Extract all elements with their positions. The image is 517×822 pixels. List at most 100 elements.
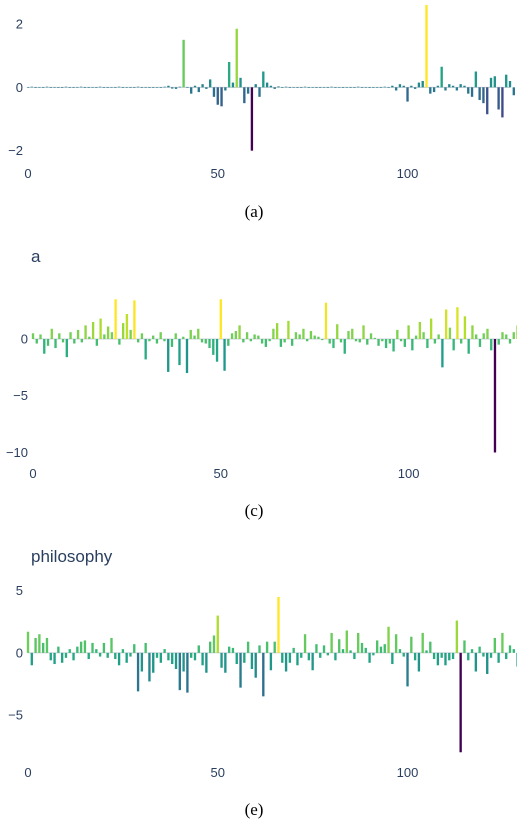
bar-40 bbox=[178, 86, 181, 88]
bar-113 bbox=[455, 620, 459, 653]
bar-98 bbox=[398, 649, 402, 653]
x-tick-label: 0 bbox=[29, 466, 36, 481]
bar-112 bbox=[451, 652, 455, 660]
bar-100 bbox=[407, 325, 410, 339]
bar-15 bbox=[83, 87, 87, 88]
bar-90 bbox=[369, 333, 373, 339]
y-tick-label: −5 bbox=[8, 707, 23, 722]
bar-0 bbox=[26, 87, 30, 88]
bar-50 bbox=[216, 87, 219, 105]
bar-85 bbox=[349, 87, 352, 88]
bar-1 bbox=[35, 338, 38, 344]
bar-79 bbox=[326, 87, 329, 88]
bar-121 bbox=[486, 328, 489, 339]
bar-127 bbox=[508, 81, 512, 88]
bar-38 bbox=[171, 87, 174, 89]
bar-80 bbox=[332, 338, 335, 349]
bar-13 bbox=[76, 87, 79, 88]
bar-63 bbox=[265, 82, 269, 88]
bar-27 bbox=[133, 300, 136, 339]
bar-40 bbox=[182, 336, 185, 339]
bar-65 bbox=[273, 641, 276, 653]
bar-91 bbox=[372, 87, 375, 88]
bar-16 bbox=[87, 87, 90, 88]
bar-31 bbox=[144, 87, 147, 88]
bar-114 bbox=[459, 84, 462, 88]
bar-15 bbox=[83, 640, 87, 653]
y-tick-label: −5 bbox=[13, 388, 28, 403]
bar-128 bbox=[512, 649, 515, 653]
bar-116 bbox=[467, 652, 470, 661]
bar-90 bbox=[368, 652, 371, 663]
bar-34 bbox=[159, 332, 162, 339]
bar-16 bbox=[91, 321, 95, 339]
bar-63 bbox=[268, 338, 271, 342]
bar-120 bbox=[482, 652, 485, 657]
bar-46 bbox=[201, 84, 204, 88]
bar-41 bbox=[182, 39, 185, 88]
bar-26 bbox=[129, 329, 132, 339]
bar-55 bbox=[235, 28, 238, 88]
bar-38 bbox=[171, 652, 174, 665]
bar-53 bbox=[227, 62, 231, 88]
bar-21 bbox=[106, 87, 109, 88]
bar-109 bbox=[440, 652, 443, 658]
bar-56 bbox=[239, 77, 242, 88]
bar-44 bbox=[197, 328, 200, 339]
bar-47 bbox=[208, 338, 211, 349]
bar-94 bbox=[384, 338, 388, 349]
x-tick-label: 0 bbox=[24, 765, 31, 780]
bar-105 bbox=[425, 650, 428, 653]
bar-57 bbox=[243, 87, 246, 104]
bar-93 bbox=[379, 87, 383, 88]
bar-120 bbox=[482, 87, 485, 104]
bar-54 bbox=[231, 647, 235, 653]
bar-113 bbox=[456, 307, 459, 339]
x-tick-label: 100 bbox=[397, 765, 419, 780]
bar-96 bbox=[391, 652, 394, 665]
bar-94 bbox=[383, 644, 386, 653]
bar-73 bbox=[303, 634, 307, 653]
bar-100 bbox=[406, 87, 409, 102]
bar-67 bbox=[281, 652, 284, 663]
bar-113 bbox=[455, 87, 459, 91]
bar-43 bbox=[190, 87, 193, 94]
bar-25 bbox=[125, 314, 129, 339]
bar-90 bbox=[368, 87, 371, 88]
bar-72 bbox=[302, 328, 305, 339]
bar-12 bbox=[72, 652, 75, 661]
bar-2 bbox=[34, 87, 37, 88]
bar-52 bbox=[224, 87, 227, 91]
bar-117 bbox=[470, 649, 474, 653]
bar-62 bbox=[262, 652, 265, 697]
bar-72 bbox=[300, 652, 303, 658]
bar-83 bbox=[341, 649, 345, 653]
bar-18 bbox=[95, 649, 98, 653]
bar-110 bbox=[444, 309, 448, 339]
bar-87 bbox=[357, 632, 360, 653]
bar-46 bbox=[201, 652, 204, 666]
bar-99 bbox=[403, 338, 406, 347]
bar-128 bbox=[512, 87, 515, 96]
bar-45 bbox=[200, 338, 204, 343]
bar-4 bbox=[46, 338, 50, 346]
bar-29 bbox=[136, 86, 140, 88]
bar-9 bbox=[60, 652, 64, 663]
bar-35 bbox=[159, 87, 163, 88]
bar-123 bbox=[493, 637, 496, 653]
bar-89 bbox=[366, 338, 369, 345]
bar-34 bbox=[155, 652, 159, 658]
bar-13 bbox=[80, 338, 83, 343]
bar-127 bbox=[508, 645, 512, 653]
bar-37 bbox=[167, 652, 170, 661]
bar-23 bbox=[118, 338, 121, 345]
bar-7 bbox=[53, 652, 56, 665]
bar-67 bbox=[283, 338, 286, 343]
bar-74 bbox=[307, 652, 311, 661]
bar-4 bbox=[42, 642, 45, 653]
bar-30 bbox=[140, 87, 144, 88]
bar-10 bbox=[64, 86, 68, 88]
y-tick-label: 0 bbox=[16, 645, 23, 660]
bar-47 bbox=[205, 87, 208, 89]
bar-85 bbox=[351, 328, 354, 339]
